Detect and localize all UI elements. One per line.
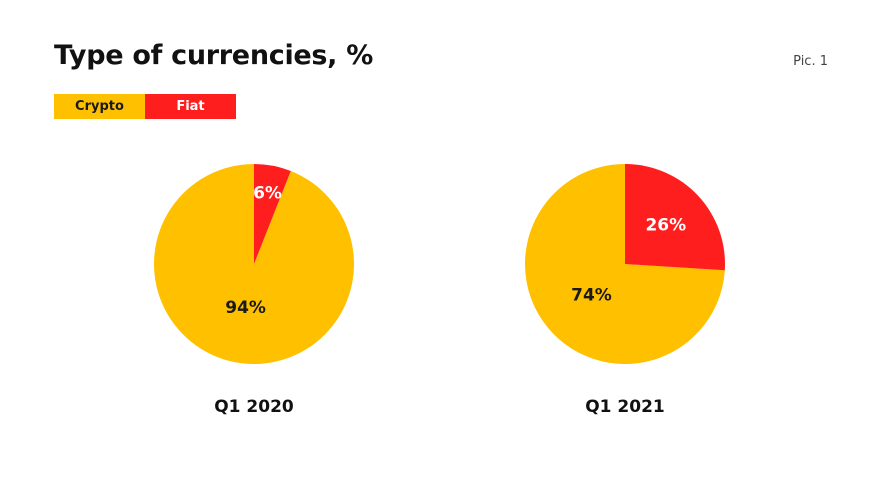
legend-label-crypto: Crypto: [75, 99, 124, 114]
legend-label-fiat: Fiat: [176, 99, 205, 114]
chart-legend: Crypto Fiat: [54, 94, 236, 119]
pie-slice-crypto: [524, 164, 725, 364]
legend-item-crypto: Crypto: [54, 94, 145, 119]
slice-label-fiat: 6%: [253, 183, 282, 203]
pie-caption: Q1 2020: [214, 397, 294, 417]
legend-item-fiat: Fiat: [145, 94, 236, 119]
pie-slice-fiat: [254, 164, 291, 264]
page-title: Type of currencies, %: [54, 40, 373, 71]
pie-chart-0: 94% 6% Q1 2020: [154, 164, 355, 417]
slice-label-crypto: 74%: [571, 286, 612, 306]
pie-caption: Q1 2021: [585, 397, 665, 417]
pie-chart-1: 74% 26% Q1 2021: [524, 164, 725, 417]
pie-slice-crypto: [154, 164, 355, 364]
pie-slice-fiat: [625, 164, 725, 271]
slice-label-crypto: 94%: [225, 298, 266, 318]
figure-number: Pic. 1: [793, 54, 828, 69]
slice-label-fiat: 26%: [645, 216, 686, 236]
